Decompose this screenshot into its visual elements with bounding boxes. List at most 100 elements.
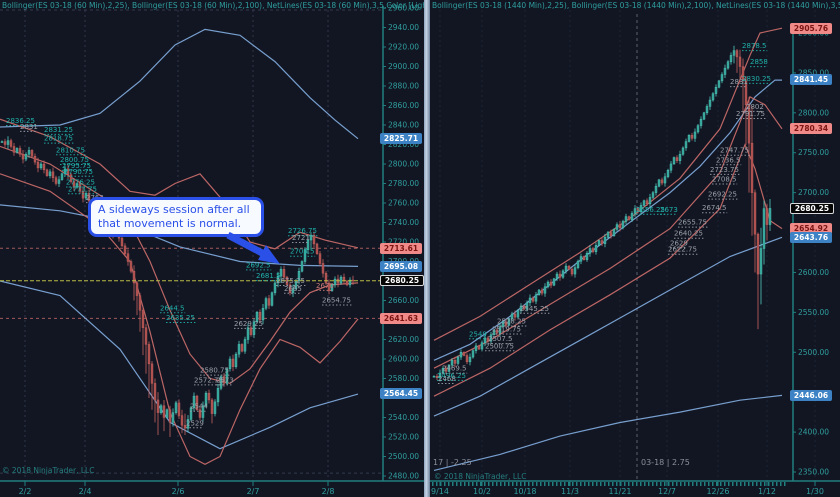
candlestick	[705, 106, 709, 114]
candlestick	[270, 292, 274, 306]
candlestick	[489, 334, 493, 342]
price-axis-label: 2480.00	[388, 472, 419, 481]
price-level-label: 2858	[750, 58, 768, 66]
candlestick	[288, 284, 292, 293]
price-axis-label: 2800.00	[798, 108, 829, 117]
price-axis-label: 2700.00	[798, 188, 829, 197]
candlestick	[135, 282, 139, 296]
candlestick	[747, 104, 751, 144]
candlestick	[516, 310, 520, 318]
price-tag-red: 2905.76	[790, 22, 832, 34]
candlestick	[636, 208, 640, 212]
price-tag-blue: 2446.06	[790, 389, 832, 401]
panel-splitter[interactable]	[424, 0, 430, 497]
price-level-label: 2580.75	[200, 367, 229, 375]
candlestick	[84, 193, 88, 199]
candlestick	[693, 131, 697, 139]
candlestick	[150, 363, 154, 384]
candlestick	[225, 368, 229, 384]
candlestick	[477, 345, 481, 350]
candlestick	[348, 279, 352, 286]
price-axis-label: 2780.00	[388, 179, 419, 188]
date-label: 10/18	[513, 487, 536, 496]
price-level-label: 2656.25	[636, 206, 665, 214]
candlestick	[450, 360, 454, 366]
price-level-label: 2810.75	[56, 146, 85, 154]
candlestick	[345, 280, 349, 286]
chart-plot-1440min[interactable]: 2878.528582830.25283128022791.752747.752…	[430, 0, 840, 497]
candlestick	[18, 148, 22, 155]
date-label: 12/7	[658, 487, 676, 496]
candlestick	[588, 248, 592, 254]
price-level-label: 2831.25	[44, 126, 73, 134]
candlestick	[282, 269, 286, 278]
price-level-label: 2572.75	[194, 376, 223, 384]
candlestick	[180, 415, 184, 426]
candlestick	[258, 312, 262, 321]
candlestick	[621, 221, 625, 228]
candlestick	[594, 245, 598, 252]
annotation-note[interactable]: A sideways session after all that moveme…	[88, 197, 264, 237]
price-level-label: 2655.75	[678, 219, 707, 227]
candlestick	[315, 243, 319, 254]
candlestick	[300, 261, 304, 272]
price-level-label: 2681.5	[256, 272, 281, 280]
candlestick	[324, 273, 328, 284]
candlestick	[708, 99, 712, 107]
price-tag-red: 2641.63	[380, 312, 422, 324]
candlestick	[153, 383, 157, 401]
price-axis-label: 2940.00	[388, 23, 419, 32]
candlestick	[672, 157, 676, 165]
candlestick	[276, 275, 280, 284]
candlestick	[264, 298, 268, 309]
price-axis-label: 2600.00	[798, 268, 829, 277]
price-axis-label: 2500.00	[388, 452, 419, 461]
price-level-label: 2654.75	[322, 296, 351, 304]
candlestick	[666, 170, 670, 177]
annotation-arrow-shaft	[226, 232, 266, 258]
candlestick	[468, 356, 472, 363]
candlestick	[582, 256, 586, 260]
price-level-label: 2692.25	[708, 191, 737, 199]
candlestick	[465, 355, 469, 363]
candlestick	[60, 173, 64, 180]
candlestick	[681, 147, 685, 155]
price-tag-red: 2654.92	[790, 223, 832, 235]
candlestick	[0, 141, 4, 143]
candlestick	[216, 388, 220, 403]
candlestick	[669, 163, 673, 171]
candlestick	[123, 245, 127, 254]
candlestick	[147, 344, 151, 365]
candlestick	[561, 270, 565, 278]
candlestick	[762, 208, 766, 249]
candlestick	[510, 313, 514, 319]
candlestick	[537, 289, 541, 296]
candlestick	[210, 399, 214, 414]
price-level-label: 2469.5	[442, 365, 467, 373]
candlestick	[174, 402, 178, 413]
candlestick	[750, 142, 754, 193]
expired-contract-label: 17 | -2.25	[433, 458, 472, 467]
annotation-arrow[interactable]	[222, 232, 286, 272]
price-level-label: 2507.5	[488, 335, 513, 343]
candlestick	[447, 364, 451, 372]
price-level-label: 2692.5	[246, 261, 271, 269]
price-axis-label: 2550.00	[798, 308, 829, 317]
price-axis-label: 2520.00	[388, 433, 419, 442]
price-level-label: 2496.25	[437, 372, 466, 380]
candlestick	[660, 179, 664, 184]
candlestick	[729, 55, 733, 62]
candlestick	[159, 405, 163, 413]
bollinger-line	[0, 173, 359, 465]
candlestick	[573, 267, 577, 275]
candlestick	[231, 358, 235, 368]
candlestick	[711, 93, 715, 101]
candlestick	[255, 312, 259, 323]
candlestick	[303, 249, 307, 262]
candlestick	[69, 174, 73, 182]
price-tag-blue: 2695.08	[380, 260, 422, 272]
candlestick	[27, 150, 31, 155]
price-level-label: 2773.75	[68, 185, 97, 193]
candlestick	[654, 186, 658, 193]
